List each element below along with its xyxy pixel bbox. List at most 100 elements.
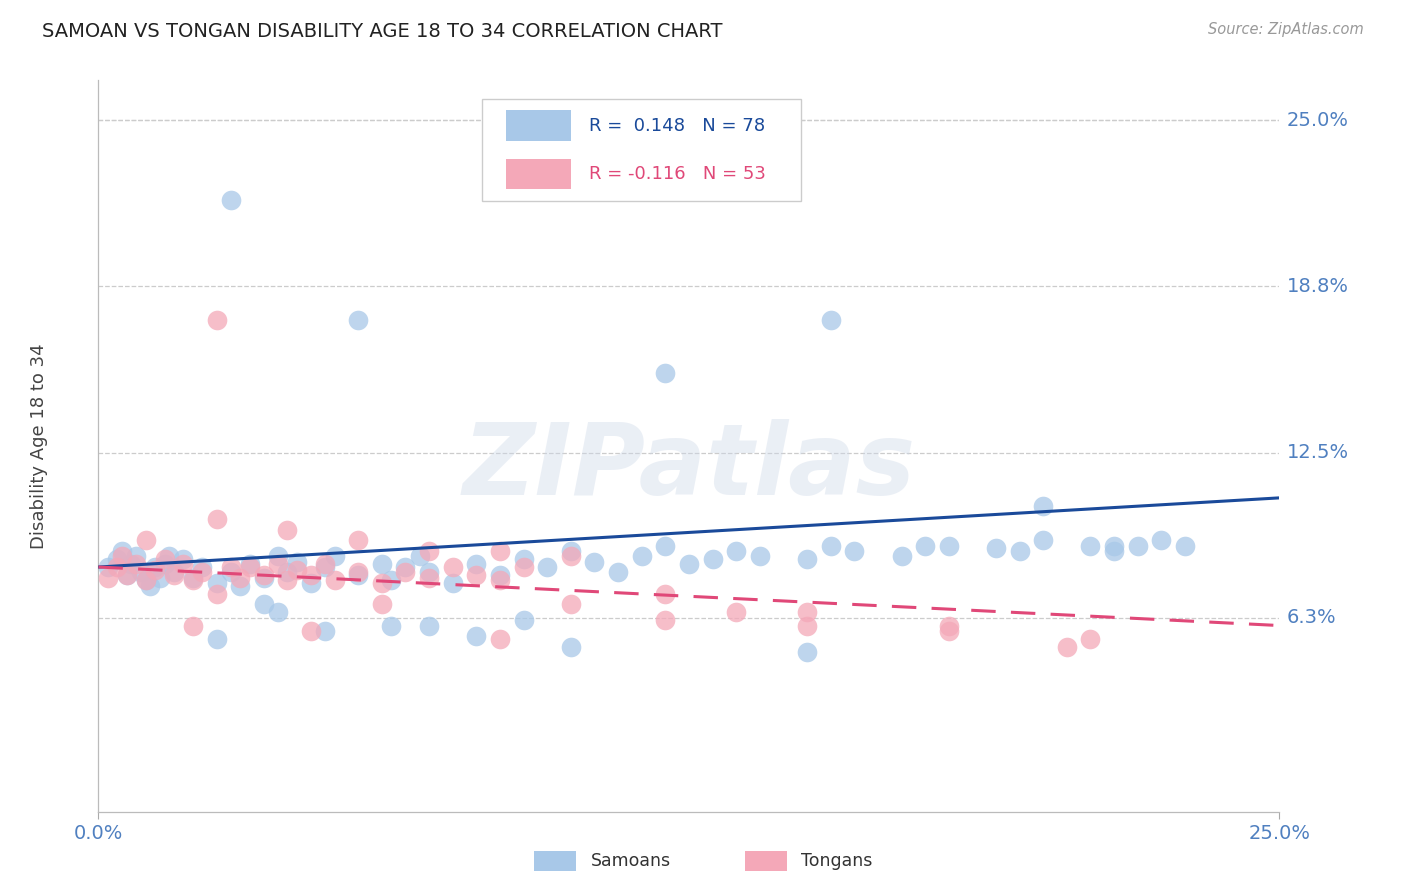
Text: Samoans: Samoans bbox=[591, 852, 671, 870]
Point bbox=[115, 568, 138, 582]
Point bbox=[267, 605, 290, 619]
Text: Source: ZipAtlas.com: Source: ZipAtlas.com bbox=[1208, 22, 1364, 37]
Point bbox=[205, 512, 228, 526]
Point bbox=[465, 558, 488, 572]
Point bbox=[796, 605, 818, 619]
Point bbox=[347, 566, 370, 580]
Text: 18.8%: 18.8% bbox=[1286, 277, 1348, 296]
Text: 6.3%: 6.3% bbox=[1286, 608, 1336, 627]
Point bbox=[205, 312, 228, 326]
Point bbox=[844, 544, 866, 558]
Point bbox=[914, 539, 936, 553]
Point bbox=[654, 586, 676, 600]
Point bbox=[371, 597, 394, 611]
Point bbox=[725, 605, 748, 619]
Point bbox=[97, 571, 120, 585]
Point bbox=[1032, 533, 1054, 548]
Point bbox=[630, 549, 652, 564]
Point bbox=[276, 523, 298, 537]
Point bbox=[512, 552, 534, 566]
Point bbox=[465, 568, 488, 582]
Point bbox=[820, 312, 842, 326]
Point bbox=[285, 563, 308, 577]
Point bbox=[105, 552, 128, 566]
Point bbox=[1008, 544, 1031, 558]
Point bbox=[607, 566, 630, 580]
Point bbox=[560, 549, 582, 564]
Point bbox=[299, 624, 322, 638]
Point bbox=[205, 632, 228, 646]
Text: R =  0.148   N = 78: R = 0.148 N = 78 bbox=[589, 117, 765, 135]
Point bbox=[347, 533, 370, 548]
Point bbox=[323, 549, 346, 564]
Point bbox=[285, 555, 308, 569]
Point bbox=[205, 586, 228, 600]
Point bbox=[560, 544, 582, 558]
Point bbox=[1102, 539, 1125, 553]
Point bbox=[725, 544, 748, 558]
Point bbox=[135, 574, 157, 588]
Point bbox=[219, 193, 242, 207]
Point bbox=[172, 552, 194, 566]
FancyBboxPatch shape bbox=[482, 99, 801, 201]
Point bbox=[1150, 533, 1173, 548]
Point bbox=[380, 574, 402, 588]
Point bbox=[111, 544, 134, 558]
Point bbox=[1126, 539, 1149, 553]
Point bbox=[418, 618, 440, 632]
Point bbox=[654, 539, 676, 553]
Point bbox=[135, 533, 157, 548]
Point bbox=[253, 597, 276, 611]
Text: Tongans: Tongans bbox=[801, 852, 873, 870]
Text: ZIPatlas: ZIPatlas bbox=[463, 419, 915, 516]
Point bbox=[938, 624, 960, 638]
Point bbox=[323, 574, 346, 588]
Point bbox=[191, 560, 214, 574]
Point bbox=[129, 566, 152, 580]
Point bbox=[97, 560, 120, 574]
Point bbox=[938, 539, 960, 553]
Point bbox=[796, 552, 818, 566]
Point bbox=[1032, 499, 1054, 513]
Point bbox=[984, 541, 1007, 556]
Point bbox=[219, 566, 242, 580]
Point bbox=[276, 566, 298, 580]
Point bbox=[583, 555, 606, 569]
Point bbox=[796, 618, 818, 632]
Point bbox=[181, 571, 204, 585]
Point bbox=[380, 618, 402, 632]
Point bbox=[347, 312, 370, 326]
Point bbox=[205, 576, 228, 591]
Point bbox=[267, 558, 290, 572]
Point bbox=[1080, 632, 1102, 646]
Point bbox=[512, 613, 534, 627]
Point bbox=[654, 366, 676, 380]
Point bbox=[1102, 544, 1125, 558]
Point bbox=[299, 568, 322, 582]
Point bbox=[371, 576, 394, 591]
Point bbox=[512, 560, 534, 574]
Point bbox=[143, 563, 166, 577]
Bar bbox=[506, 111, 571, 141]
Point bbox=[536, 560, 558, 574]
Point bbox=[153, 558, 176, 572]
Point bbox=[163, 568, 186, 582]
Point bbox=[347, 568, 370, 582]
Point bbox=[181, 618, 204, 632]
Point bbox=[394, 566, 416, 580]
Point bbox=[125, 549, 148, 564]
Point bbox=[163, 566, 186, 580]
Point bbox=[229, 571, 252, 585]
Point bbox=[489, 632, 512, 646]
Point bbox=[489, 544, 512, 558]
Text: R = -0.116   N = 53: R = -0.116 N = 53 bbox=[589, 165, 765, 183]
Point bbox=[418, 566, 440, 580]
Point bbox=[111, 549, 134, 564]
Point bbox=[1174, 539, 1197, 553]
Point bbox=[105, 560, 128, 574]
Point bbox=[748, 549, 770, 564]
Point bbox=[153, 552, 176, 566]
Point bbox=[394, 560, 416, 574]
Point bbox=[1080, 539, 1102, 553]
Point bbox=[239, 558, 262, 572]
